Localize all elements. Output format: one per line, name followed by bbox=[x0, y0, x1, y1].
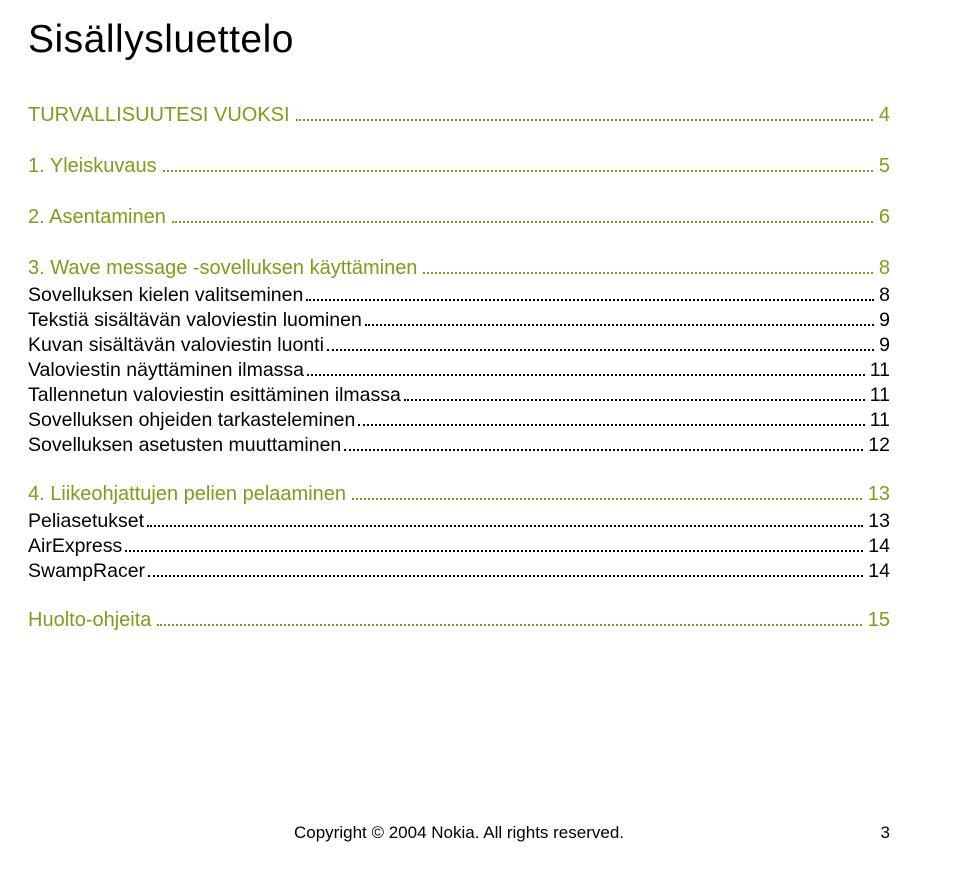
toc-leader-dots bbox=[404, 399, 865, 401]
toc-leader-dots bbox=[163, 170, 873, 172]
toc-page: 6 bbox=[879, 206, 890, 229]
toc-page: 11 bbox=[870, 359, 890, 382]
toc-page: 15 bbox=[868, 609, 890, 632]
toc-sub-item: SwampRacer 14 bbox=[28, 560, 890, 583]
copyright-text: Copyright © 2004 Nokia. All rights reser… bbox=[294, 823, 624, 842]
toc-label: Sovelluksen asetusten muuttaminen bbox=[28, 434, 341, 457]
toc-label: 3. Wave message -sovelluksen käyttäminen bbox=[28, 257, 417, 280]
toc-label: Peliasetukset bbox=[28, 510, 144, 533]
table-of-contents: TURVALLISUUTESI VUOKSI 4 1. Yleiskuvaus … bbox=[28, 104, 890, 632]
toc-page: 13 bbox=[868, 510, 890, 533]
toc-sub-item: Valoviestin näyttäminen ilmassa 11 bbox=[28, 359, 890, 382]
toc-label: Sovelluksen ohjeiden tarkasteleminen bbox=[28, 409, 355, 432]
toc-leader-dots bbox=[352, 498, 862, 500]
toc-sub-item: Sovelluksen asetusten muuttaminen 12 bbox=[28, 434, 890, 457]
page-title: Sisällysluettelo bbox=[28, 18, 890, 62]
toc-sub-item: AirExpress 14 bbox=[28, 535, 890, 558]
toc-section: 4. Liikeohjattujen pelien pelaaminen 13 bbox=[28, 483, 890, 506]
toc-leader-dots bbox=[147, 525, 863, 527]
toc-leader-dots bbox=[148, 575, 863, 577]
toc-section: 2. Asentaminen 6 bbox=[28, 206, 890, 229]
toc-section: TURVALLISUUTESI VUOKSI 4 bbox=[28, 104, 890, 127]
toc-page: 14 bbox=[868, 560, 890, 583]
toc-section: 3. Wave message -sovelluksen käyttäminen… bbox=[28, 257, 890, 280]
toc-page: 12 bbox=[868, 434, 890, 457]
toc-label: Kuvan sisältävän valoviestin luonti bbox=[28, 334, 324, 357]
toc-label: Valoviestin näyttäminen ilmassa bbox=[28, 359, 304, 382]
page-footer: Copyright © 2004 Nokia. All rights reser… bbox=[0, 823, 960, 843]
toc-label: Sovelluksen kielen valitseminen bbox=[28, 284, 303, 307]
toc-leader-dots bbox=[307, 374, 865, 376]
toc-page: 9 bbox=[879, 334, 890, 357]
toc-sub-item: Sovelluksen kielen valitseminen 8 bbox=[28, 284, 890, 307]
toc-page: 8 bbox=[879, 257, 890, 280]
toc-label: 4. Liikeohjattujen pelien pelaaminen bbox=[28, 483, 346, 506]
toc-label: 2. Asentaminen bbox=[28, 206, 166, 229]
toc-leader-dots bbox=[172, 221, 873, 223]
toc-sub-item: Kuvan sisältävän valoviestin luonti 9 bbox=[28, 334, 890, 357]
toc-label: 1. Yleiskuvaus bbox=[28, 155, 157, 178]
toc-leader-dots bbox=[358, 424, 864, 426]
page-number: 3 bbox=[881, 823, 890, 843]
toc-sub-item: Sovelluksen ohjeiden tarkasteleminen 11 bbox=[28, 409, 890, 432]
toc-label: Tallennetun valoviestin esittäminen ilma… bbox=[28, 384, 401, 407]
toc-leader-dots bbox=[327, 349, 874, 351]
toc-page: 8 bbox=[879, 284, 890, 307]
toc-label: AirExpress bbox=[28, 535, 122, 558]
toc-section: 1. Yleiskuvaus 5 bbox=[28, 155, 890, 178]
toc-label: Tekstiä sisältävän valoviestin luominen bbox=[28, 309, 362, 332]
toc-label: SwampRacer bbox=[28, 560, 145, 583]
toc-leader-dots bbox=[344, 449, 863, 451]
toc-leader-dots bbox=[365, 324, 874, 326]
toc-page: 11 bbox=[870, 409, 890, 432]
toc-page: 5 bbox=[879, 155, 890, 178]
toc-page: 9 bbox=[879, 309, 890, 332]
toc-page: 4 bbox=[879, 104, 890, 127]
toc-label: Huolto-ohjeita bbox=[28, 609, 151, 632]
toc-page: 11 bbox=[870, 384, 890, 407]
toc-leader-dots bbox=[296, 119, 873, 121]
toc-section: Huolto-ohjeita 15 bbox=[28, 609, 890, 632]
toc-page: 14 bbox=[868, 535, 890, 558]
toc-sub-item: Peliasetukset 13 bbox=[28, 510, 890, 533]
toc-page: 13 bbox=[868, 483, 890, 506]
toc-leader-dots bbox=[423, 272, 872, 274]
toc-label: TURVALLISUUTESI VUOKSI bbox=[28, 104, 290, 127]
toc-sub-item: Tekstiä sisältävän valoviestin luominen … bbox=[28, 309, 890, 332]
toc-leader-dots bbox=[306, 299, 874, 301]
toc-leader-dots bbox=[125, 550, 863, 552]
toc-sub-item: Tallennetun valoviestin esittäminen ilma… bbox=[28, 384, 890, 407]
toc-leader-dots bbox=[157, 624, 861, 626]
